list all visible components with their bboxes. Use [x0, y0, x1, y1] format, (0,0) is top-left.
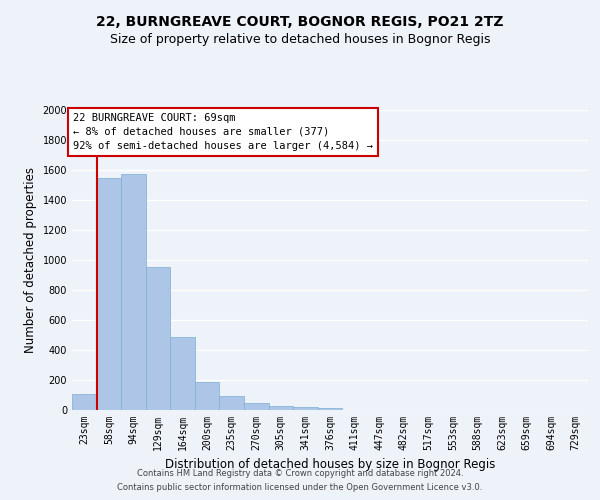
- Y-axis label: Number of detached properties: Number of detached properties: [24, 167, 37, 353]
- Bar: [269, 406, 293, 410]
- Bar: [293, 407, 318, 410]
- Bar: [121, 174, 146, 410]
- Bar: [170, 336, 195, 410]
- Bar: [244, 403, 269, 410]
- Bar: [220, 396, 244, 410]
- Text: 22, BURNGREAVE COURT, BOGNOR REGIS, PO21 2TZ: 22, BURNGREAVE COURT, BOGNOR REGIS, PO21…: [96, 15, 504, 29]
- Text: 22 BURNGREAVE COURT: 69sqm
← 8% of detached houses are smaller (377)
92% of semi: 22 BURNGREAVE COURT: 69sqm ← 8% of detac…: [73, 113, 373, 151]
- X-axis label: Distribution of detached houses by size in Bognor Regis: Distribution of detached houses by size …: [165, 458, 495, 471]
- Bar: [318, 408, 342, 410]
- Bar: [195, 382, 220, 410]
- Bar: [146, 267, 170, 410]
- Text: Size of property relative to detached houses in Bognor Regis: Size of property relative to detached ho…: [110, 32, 490, 46]
- Bar: [72, 394, 97, 410]
- Text: Contains HM Land Registry data © Crown copyright and database right 2024.: Contains HM Land Registry data © Crown c…: [137, 468, 463, 477]
- Bar: [97, 178, 121, 410]
- Text: Contains public sector information licensed under the Open Government Licence v3: Contains public sector information licen…: [118, 484, 482, 492]
